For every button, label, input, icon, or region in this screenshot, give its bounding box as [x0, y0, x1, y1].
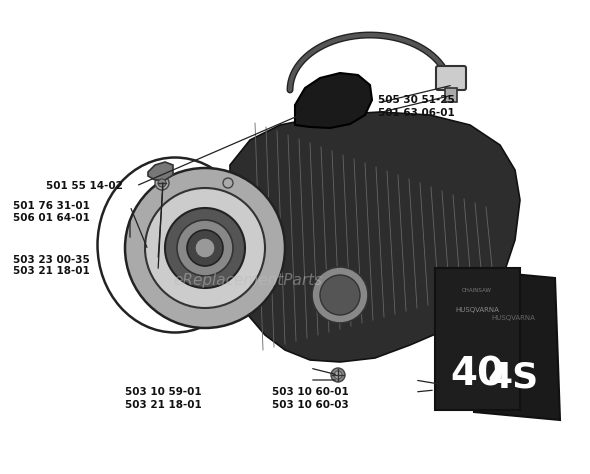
Polygon shape: [148, 162, 173, 180]
Bar: [445, 88, 457, 102]
Text: 505 30 51-25: 505 30 51-25: [378, 95, 455, 105]
Text: 503 10 60-03: 503 10 60-03: [272, 400, 349, 410]
Circle shape: [334, 371, 342, 379]
Text: 503 10 59-01: 503 10 59-01: [125, 387, 202, 397]
Polygon shape: [222, 112, 520, 362]
Circle shape: [331, 368, 345, 382]
Text: 503 21 18-01: 503 21 18-01: [13, 266, 90, 276]
Circle shape: [320, 275, 360, 315]
Polygon shape: [295, 73, 372, 128]
Circle shape: [145, 188, 265, 308]
Text: 40: 40: [450, 356, 504, 394]
Circle shape: [125, 168, 285, 328]
Circle shape: [312, 267, 368, 323]
Text: eReplacementParts: eReplacementParts: [173, 273, 323, 288]
Circle shape: [165, 208, 245, 288]
FancyBboxPatch shape: [436, 66, 466, 90]
Polygon shape: [435, 268, 520, 410]
Text: CHAINSAW: CHAINSAW: [462, 288, 492, 292]
Polygon shape: [470, 270, 560, 420]
Circle shape: [177, 220, 233, 276]
Text: 501 55 14-02: 501 55 14-02: [46, 181, 123, 191]
Circle shape: [187, 230, 223, 266]
Text: 501 76 31-01: 501 76 31-01: [13, 201, 90, 211]
Circle shape: [195, 238, 215, 258]
Text: 503 21 18-01: 503 21 18-01: [125, 400, 202, 410]
Text: HUSQVARNA: HUSQVARNA: [455, 307, 499, 313]
Text: HUSQVARNA: HUSQVARNA: [491, 315, 535, 321]
Circle shape: [158, 179, 166, 187]
Text: 4S: 4S: [487, 361, 539, 395]
Text: 503 10 60-01: 503 10 60-01: [272, 387, 349, 397]
Text: 506 01 64-01: 506 01 64-01: [13, 213, 90, 223]
Text: 503 23 00-35: 503 23 00-35: [13, 255, 90, 265]
Text: 501 63 06-01: 501 63 06-01: [378, 108, 455, 118]
Circle shape: [155, 176, 169, 190]
Circle shape: [223, 178, 233, 188]
